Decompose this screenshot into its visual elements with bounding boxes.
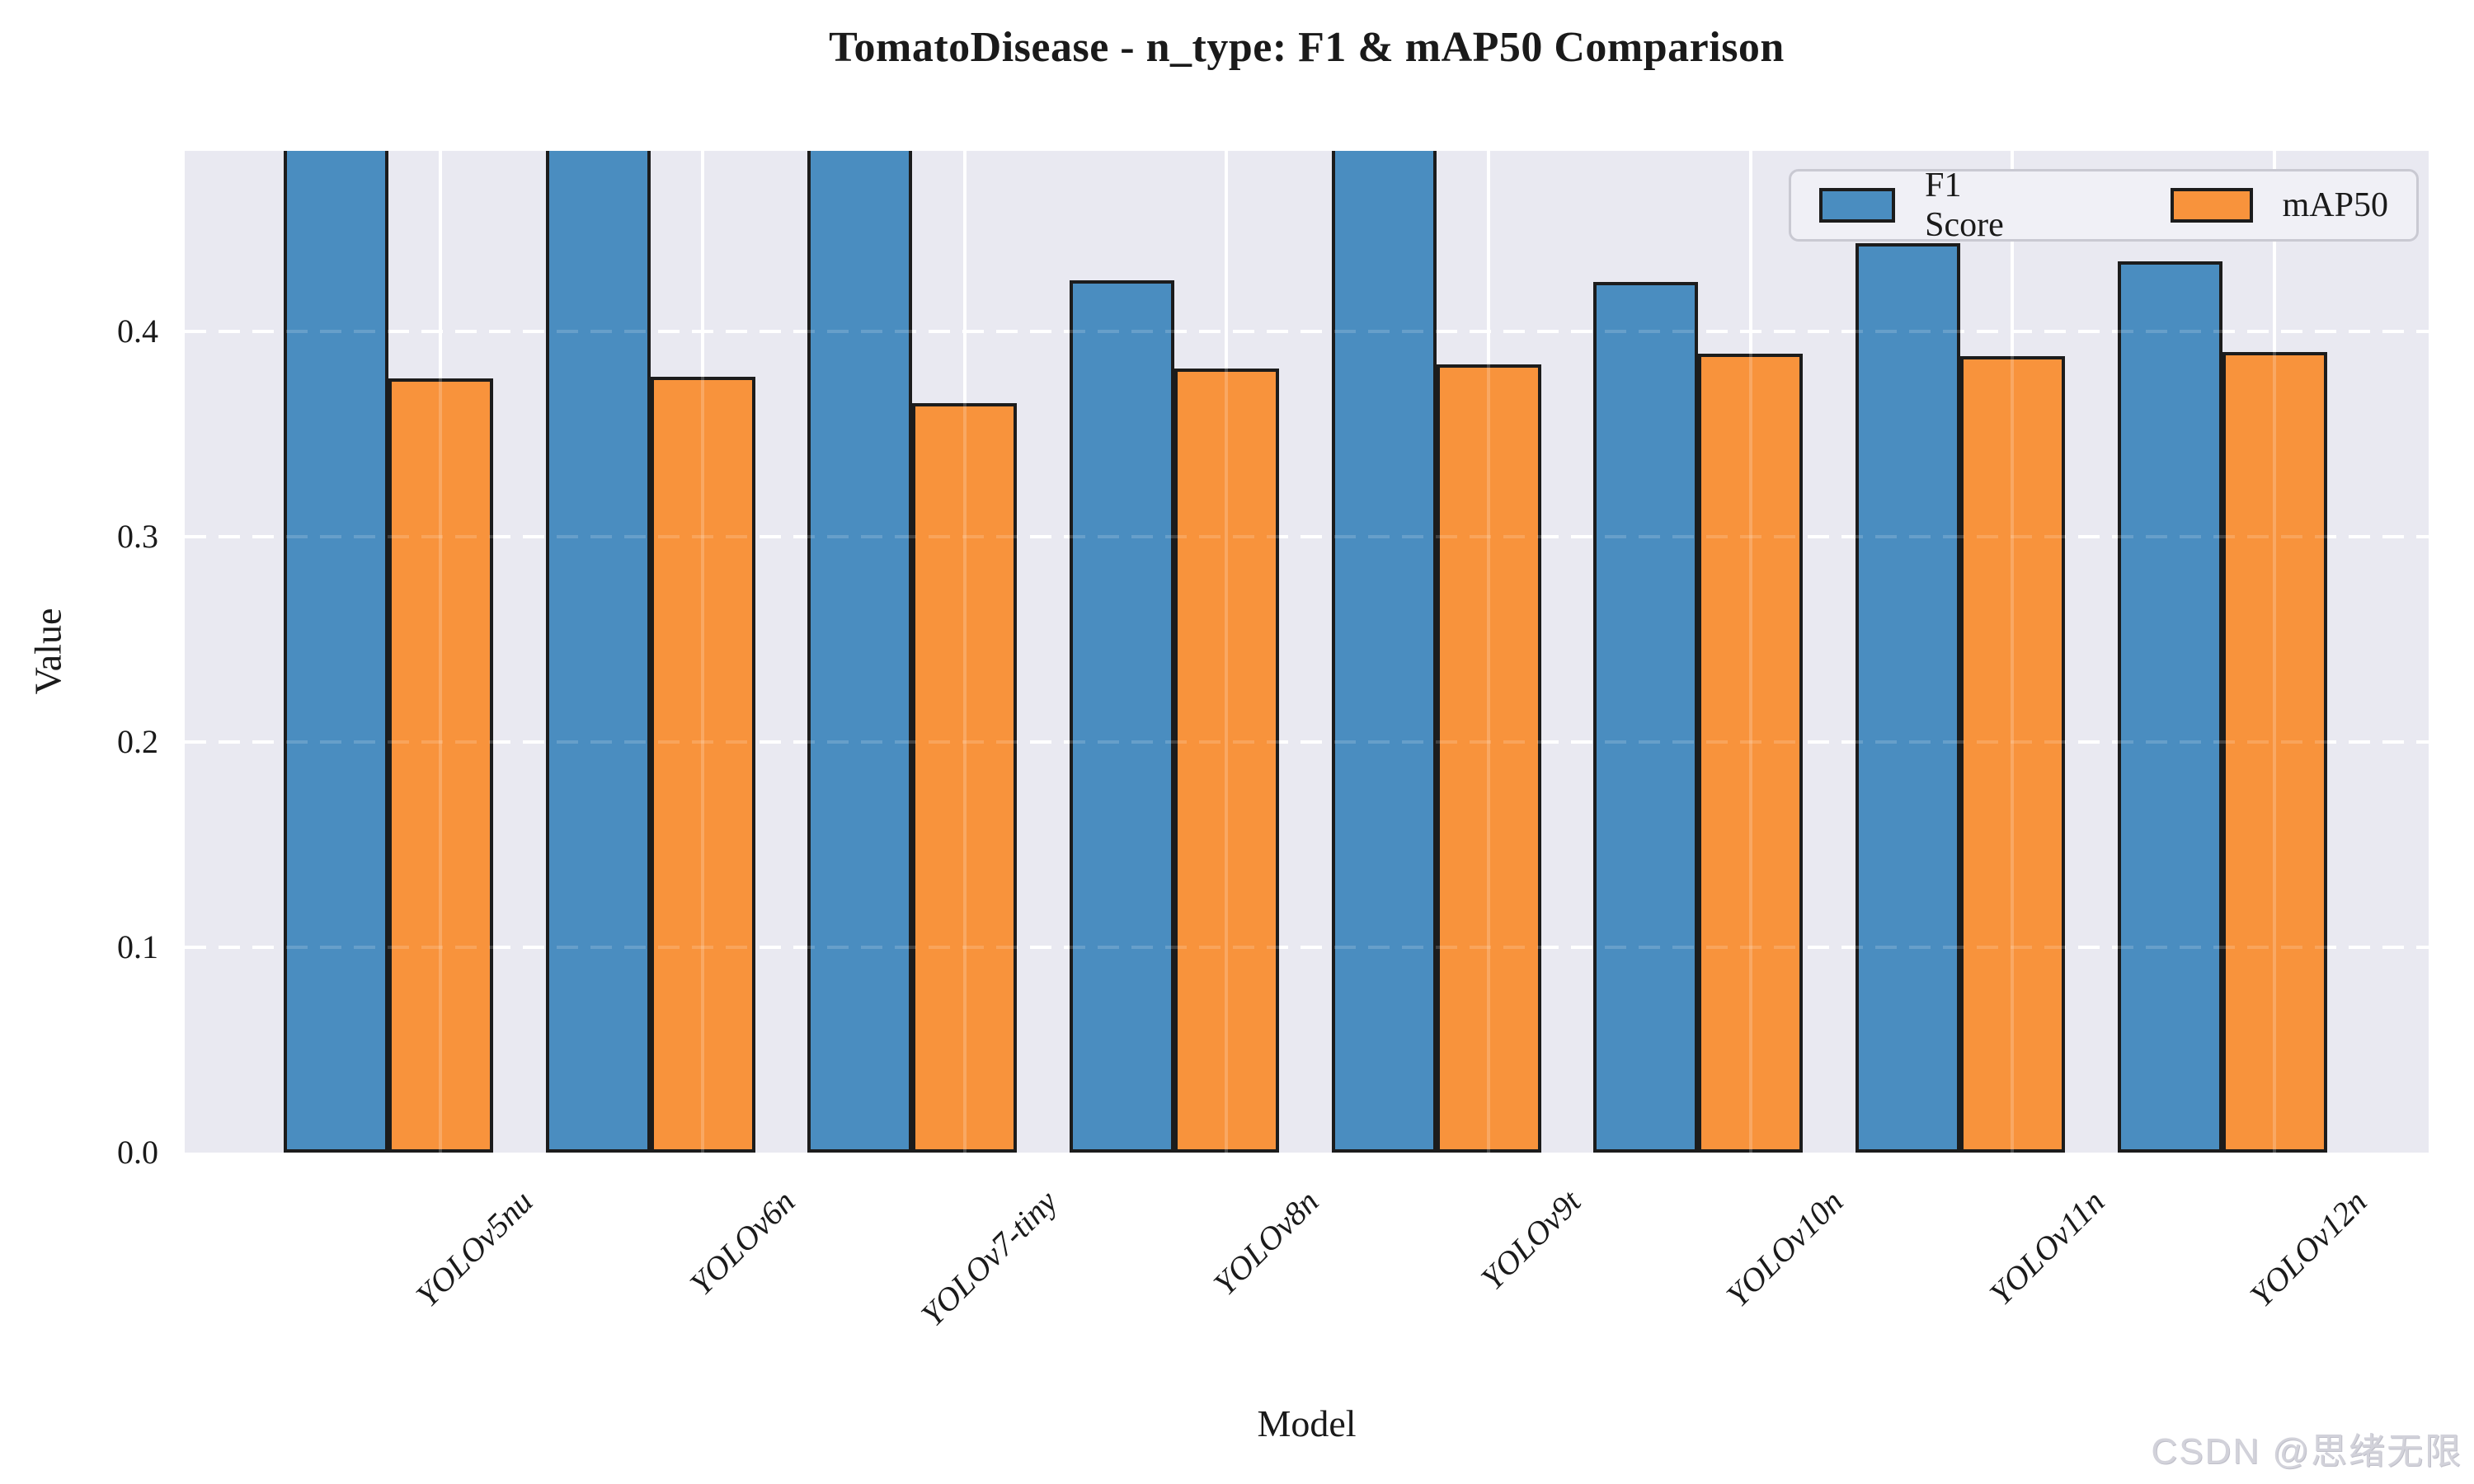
bar-f1-yolov6n (545, 151, 651, 1153)
bar-map50-yolov5nu (388, 378, 493, 1153)
bar-f1-yolov11n (1855, 243, 1960, 1153)
legend: F1 Score mAP50 (1789, 166, 2419, 245)
bar-map50-yolov8n (1174, 369, 1279, 1153)
bar-f1-yolov8n (1069, 280, 1174, 1153)
legend-label-f1: F1 Score (1925, 167, 2004, 244)
bar-map50-yolov11n (1960, 356, 2065, 1153)
x-tick-label-yolov8n: YOLOv8n (1206, 1182, 1326, 1303)
bar-map50-yolov12n (2222, 352, 2327, 1153)
y-tick-label-0.2: 0.2 (117, 723, 158, 761)
h-gridline-overlay-0.3 (185, 535, 2429, 539)
y-tick-label-0.4: 0.4 (117, 312, 158, 350)
gridlines-under (185, 151, 2429, 1153)
x-tick-label-yolov11n: YOLOv11n (1982, 1182, 2112, 1313)
gridlines-overlay (185, 151, 2429, 1153)
legend-swatch-map50 (2170, 188, 2253, 223)
watermark: CSDN @思绪无限 (2151, 1431, 2462, 1472)
bar-f1-yolov10n (1593, 282, 1699, 1153)
x-axis-label: Model (1257, 1402, 1357, 1444)
y-tick-label-0.1: 0.1 (117, 928, 158, 966)
x-tick-label-yolov9t: YOLOv9t (1473, 1182, 1588, 1298)
bar-f1-yolov7-tiny (807, 151, 913, 1153)
chart-title: TomatoDisease - n_type: F1 & mAP50 Compa… (829, 24, 1785, 71)
h-gridline-0.1 (185, 946, 2429, 950)
y-tick-label-0.0: 0.0 (117, 1134, 158, 1171)
plot-area (185, 151, 2429, 1153)
bar-f1-yolov5nu (283, 151, 388, 1153)
bar-map50-yolov9t (1436, 364, 1541, 1153)
legend-swatch-f1 (1819, 188, 1896, 223)
h-gridline-overlay-0.4 (185, 330, 2429, 334)
h-gridline-0.3 (185, 535, 2429, 539)
bar-map50-yolov6n (650, 377, 755, 1153)
h-gridline-0.2 (185, 740, 2429, 744)
legend-item-map50: mAP50 (2170, 186, 2388, 225)
y-tick-label-0.3: 0.3 (117, 518, 158, 556)
bar-f1-yolov12n (2117, 261, 2222, 1153)
bar-map50-yolov7-tiny (912, 403, 1018, 1153)
bar-map50-yolov10n (1698, 354, 1804, 1153)
h-gridline-0.4 (185, 330, 2429, 334)
legend-label-map50: mAP50 (2282, 186, 2388, 224)
legend-item-f1: F1 Score (1819, 166, 2039, 245)
h-gridline-overlay-0.1 (185, 946, 2429, 950)
x-tick-label-yolov10n: YOLOv10n (1719, 1182, 1851, 1314)
x-tick-label-yolov5nu: YOLOv5nu (408, 1182, 540, 1314)
h-gridline-overlay-0.2 (185, 740, 2429, 744)
x-tick-label-yolov6n: YOLOv6n (682, 1182, 802, 1303)
bar-f1-yolov9t (1331, 151, 1437, 1153)
y-axis-label: Value (26, 608, 69, 695)
x-tick-label-yolov7-tiny: YOLOv7-tiny (913, 1182, 1065, 1334)
x-tick-label-yolov12n: YOLOv12n (2242, 1182, 2374, 1314)
